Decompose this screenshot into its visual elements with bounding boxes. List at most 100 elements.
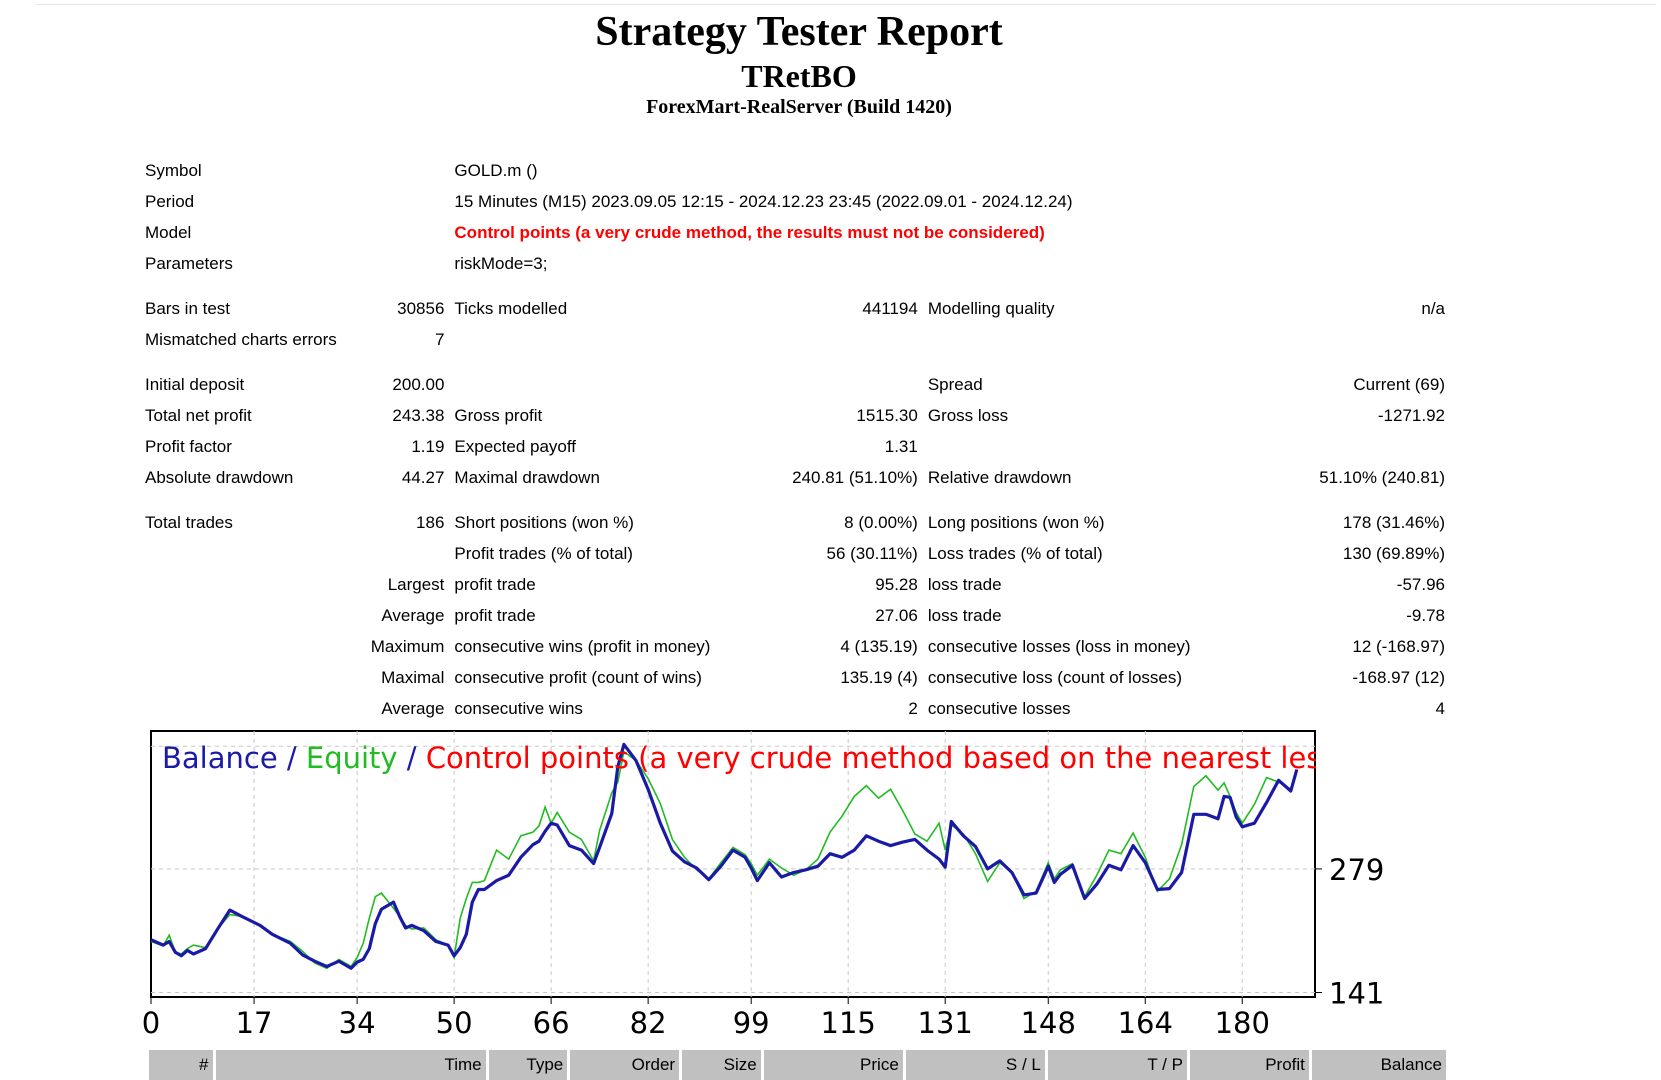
equity-line bbox=[151, 750, 1298, 970]
trades-header-cell: Time bbox=[215, 1050, 486, 1080]
spread-label: Spread bbox=[927, 374, 983, 394]
trades-header-cell: Balance bbox=[1311, 1050, 1446, 1080]
largest-loss-label: loss trade bbox=[927, 574, 1002, 594]
expert-name: TRetBO bbox=[741, 58, 857, 94]
top-border bbox=[36, 0, 1656, 5]
x-tick-label: 66 bbox=[533, 1006, 570, 1040]
x-tick-label: 131 bbox=[918, 1006, 973, 1040]
average-prefix: Average bbox=[381, 605, 445, 625]
largest-prefix: Largest bbox=[387, 574, 445, 594]
short-label: Short positions (won %) bbox=[454, 512, 634, 532]
short-value: 8 (0.00%) bbox=[844, 512, 918, 532]
period-value: 15 Minutes (M15) 2023.09.05 12:15 - 2024… bbox=[454, 191, 1073, 211]
x-tick-label: 50 bbox=[436, 1006, 473, 1040]
x-tick-label: 17 bbox=[236, 1006, 273, 1040]
summary-table: Symbol GOLD.m () Period 15 Minutes (M15)… bbox=[140, 155, 1450, 724]
max-drawdown-value: 240.81 (51.10%) bbox=[792, 467, 918, 487]
average-profit-label: profit trade bbox=[454, 605, 536, 625]
x-tick-label: 180 bbox=[1215, 1006, 1270, 1040]
max-drawdown-label: Maximal drawdown bbox=[454, 467, 600, 487]
total-trades-label: Total trades bbox=[145, 512, 233, 532]
gross-profit-label: Gross profit bbox=[454, 405, 543, 425]
row-maximum: Maximum consecutive wins (profit in mone… bbox=[140, 631, 1450, 662]
symbol-value: GOLD.m () bbox=[454, 160, 538, 180]
trades-header-cell: # bbox=[149, 1050, 213, 1080]
deposit-value: 200.00 bbox=[392, 374, 445, 394]
avg-consec-wins-value: 2 bbox=[908, 698, 918, 718]
average-loss-label: loss trade bbox=[927, 605, 1002, 625]
bars-value: 30856 bbox=[397, 298, 445, 318]
x-tick-label: 148 bbox=[1021, 1006, 1076, 1040]
maximum-prefix: Maximum bbox=[370, 636, 445, 656]
largest-loss-value: -57.96 bbox=[1396, 574, 1445, 594]
abs-drawdown-value: 44.27 bbox=[401, 467, 445, 487]
gross-loss-value: -1271.92 bbox=[1377, 405, 1445, 425]
parameters-value: riskMode=3; bbox=[454, 253, 548, 273]
chart-title-balance: Balance bbox=[162, 741, 278, 775]
symbol-label: Symbol bbox=[145, 160, 202, 180]
row-model: Model Control points (a very crude metho… bbox=[140, 217, 1450, 248]
report-title: Strategy Tester Report bbox=[595, 9, 1003, 55]
model-label: Model bbox=[145, 222, 192, 242]
row-profit-factor: Profit factor 1.19 Expected payoff 1.31 bbox=[140, 431, 1450, 462]
loss-trades-label: Loss trades (% of total) bbox=[927, 543, 1103, 563]
profit-factor-value: 1.19 bbox=[411, 436, 445, 456]
chart-title: Balance / Equity / Control points (a ver… bbox=[162, 741, 1422, 775]
largest-profit-value: 95.28 bbox=[875, 574, 918, 594]
rel-drawdown-label: Relative drawdown bbox=[927, 467, 1072, 487]
avg-consec-wins-label: consecutive wins bbox=[454, 698, 583, 718]
period-label: Period bbox=[145, 191, 195, 211]
long-value: 178 (31.46%) bbox=[1342, 512, 1445, 532]
ticks-label: Ticks modelled bbox=[454, 298, 568, 318]
profit-trades-label: Profit trades (% of total) bbox=[454, 543, 633, 563]
y-tick-label: 141 bbox=[1329, 977, 1384, 1011]
x-tick-label: 164 bbox=[1118, 1006, 1173, 1040]
x-tick-label: 99 bbox=[733, 1006, 770, 1040]
y-tick-label: 279 bbox=[1329, 853, 1384, 887]
model-value: Control points (a very crude method, the… bbox=[454, 222, 1045, 242]
trades-header-cell: Size bbox=[682, 1050, 761, 1080]
deposit-label: Initial deposit bbox=[145, 374, 245, 394]
bars-label: Bars in test bbox=[145, 298, 231, 318]
maximal-profit-value: 135.19 (4) bbox=[840, 667, 918, 687]
balance-line bbox=[151, 742, 1299, 970]
rel-drawdown-value: 51.10% (240.81) bbox=[1319, 467, 1445, 487]
chart-title-sep1: / bbox=[278, 741, 306, 775]
loss-trades-value: 130 (69.89%) bbox=[1342, 543, 1445, 563]
row-bars: Bars in test 30856 Ticks modelled 441194… bbox=[140, 293, 1450, 324]
parameters-label: Parameters bbox=[145, 253, 233, 273]
maximum-profit-label: consecutive wins (profit in money) bbox=[454, 636, 711, 656]
mismatched-label: Mismatched charts errors bbox=[145, 329, 337, 349]
server-name: ForexMart-RealServer (Build 1420) bbox=[646, 96, 952, 118]
row-average: Average profit trade 27.06 loss trade -9… bbox=[140, 600, 1450, 631]
row-total-trades: Total trades 186 Short positions (won %)… bbox=[140, 507, 1450, 538]
spread-value: Current (69) bbox=[1353, 374, 1445, 394]
avg-consec-losses-value: 4 bbox=[1435, 698, 1445, 718]
maximal-profit-label: consecutive profit (count of wins) bbox=[454, 667, 702, 687]
avg-consec-prefix: Average bbox=[381, 698, 445, 718]
net-profit-value: 243.38 bbox=[392, 405, 445, 425]
row-parameters: Parameters riskMode=3; bbox=[140, 248, 1450, 279]
maximum-profit-value: 4 (135.19) bbox=[840, 636, 918, 656]
row-deposit: Initial deposit 200.00 Spread Current (6… bbox=[140, 369, 1450, 400]
abs-drawdown-label: Absolute drawdown bbox=[145, 467, 294, 487]
x-tick-label: 0 bbox=[142, 1006, 160, 1040]
expected-payoff-value: 1.31 bbox=[884, 436, 918, 456]
title-overflow-mask bbox=[1316, 731, 1466, 791]
chart-title-sep2: / bbox=[398, 741, 426, 775]
expected-payoff-label: Expected payoff bbox=[454, 436, 577, 456]
row-mismatched: Mismatched charts errors 7 bbox=[140, 324, 1450, 355]
row-maximal: Maximal consecutive profit (count of win… bbox=[140, 662, 1450, 693]
x-tick-label: 115 bbox=[821, 1006, 876, 1040]
maximum-loss-value: 12 (-168.97) bbox=[1352, 636, 1445, 656]
long-label: Long positions (won %) bbox=[927, 512, 1105, 532]
quality-value: n/a bbox=[1421, 298, 1445, 318]
row-net-profit: Total net profit 243.38 Gross profit 151… bbox=[140, 400, 1450, 431]
row-symbol: Symbol GOLD.m () bbox=[140, 155, 1450, 186]
largest-profit-label: profit trade bbox=[454, 574, 536, 594]
ticks-value: 441194 bbox=[862, 298, 918, 318]
maximal-loss-label: consecutive loss (count of losses) bbox=[927, 667, 1183, 687]
trades-header-cell: Order bbox=[570, 1050, 680, 1080]
